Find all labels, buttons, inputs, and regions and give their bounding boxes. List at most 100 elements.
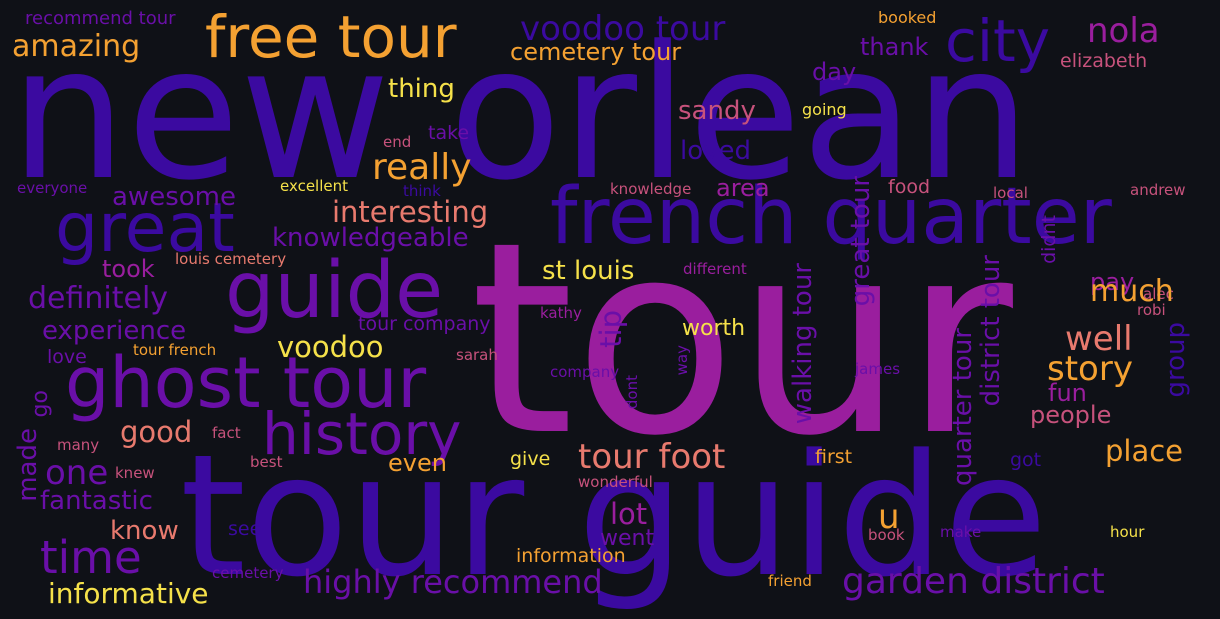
word-sarah: sarah (456, 346, 498, 364)
word-great-tour: great tour (846, 176, 876, 307)
word-fantastic: fantastic (40, 486, 153, 516)
word-voodoo-tour: voodoo tour (520, 9, 726, 49)
word-guide: guide (225, 246, 444, 336)
word-people: people (1030, 401, 1112, 429)
word-nola: nola (1087, 11, 1160, 51)
word-think: think (403, 182, 441, 200)
word-highly-recommend: highly recommend (303, 563, 603, 601)
word-interesting: interesting (332, 195, 489, 229)
word-first: first (815, 446, 853, 468)
word-history: history (262, 400, 462, 468)
word-cemetery: cemetery (212, 564, 284, 582)
word-recommend-tour: recommend tour (25, 8, 176, 29)
word-knowledgeable: knowledgeable (272, 223, 469, 253)
word-time: time (40, 531, 142, 584)
word-worth: worth (682, 316, 746, 341)
word-kathy: kathy (540, 304, 582, 322)
word-pay: pay (1090, 268, 1135, 296)
word-made: made (13, 428, 43, 502)
word-walking-tour: walking tour (788, 263, 818, 425)
word-didnt: didnt (1038, 215, 1060, 264)
word-good: good (120, 415, 193, 449)
word-thing: thing (388, 74, 455, 104)
word-tour-french: tour french (133, 341, 217, 359)
word-local: local (993, 184, 1028, 202)
word-elizabeth: elizabeth (1060, 50, 1148, 72)
word-everyone: everyone (17, 179, 88, 197)
word-knew: knew (115, 464, 155, 482)
word-u: u (878, 497, 900, 537)
word-really: really (372, 147, 472, 188)
word-tip: tip (594, 310, 628, 348)
word-free-tour: free tour (205, 3, 457, 71)
word-informative: informative (48, 577, 209, 610)
word-company: company (550, 363, 620, 381)
word-went: went (600, 526, 655, 551)
word-lot: lot (610, 497, 648, 531)
word-st-louis: st louis (542, 256, 635, 286)
word-garden-district: garden district (842, 561, 1105, 602)
word-see: see (228, 518, 262, 540)
word-sandy: sandy (678, 96, 756, 126)
word-awesome: awesome (112, 182, 236, 212)
word-tour-company: tour company (358, 313, 491, 335)
word-story: story (1047, 349, 1133, 389)
word-go: go (28, 390, 53, 418)
word-got: got (1010, 449, 1042, 471)
word-cemetery-tour: cemetery tour (510, 38, 682, 66)
word-excellent: excellent (280, 177, 349, 195)
word-food: food (888, 176, 930, 198)
word-end: end (383, 133, 412, 151)
word-city: city (945, 7, 1051, 75)
word-robi: robi (1137, 301, 1166, 319)
word-love: love (47, 346, 87, 368)
word-area: area (716, 174, 770, 202)
word-definitely: definitely (28, 281, 169, 316)
word-loved: loved (680, 136, 752, 166)
word-many: many (57, 436, 100, 454)
word-thank: thank (860, 33, 929, 61)
word-great: great (55, 189, 235, 268)
word-dont: dont (623, 375, 641, 410)
word-ghost-tour: ghost tour (65, 342, 427, 424)
word-french-quarter: french quarter (550, 172, 1112, 262)
word-tour-large: tour (470, 186, 1013, 494)
word-took: took (102, 255, 155, 283)
word-friend: friend (768, 572, 812, 590)
word-book: book (868, 526, 905, 544)
word-day: day (812, 58, 857, 86)
word-well: well (1065, 319, 1133, 359)
word-one: one (45, 453, 109, 493)
word-james: james (855, 360, 901, 378)
word-place: place (1105, 434, 1184, 468)
word-tour-foot: tour foot (578, 437, 726, 477)
word-fun: fun (1048, 379, 1087, 407)
word-way: way (673, 345, 691, 376)
word-district-tour: district tour (976, 255, 1006, 407)
word-quarter-tour: quarter tour (948, 328, 978, 487)
word-voodoo: voodoo (277, 330, 384, 364)
word-going: going (802, 100, 847, 119)
word-tour-guide: tour guide (180, 418, 1048, 614)
word-new-orlean: new orlean (10, 7, 1031, 221)
word-best: best (250, 453, 283, 471)
word-booked: booked (878, 8, 937, 27)
word-wonderful: wonderful (578, 473, 653, 491)
word-make: make (940, 523, 982, 541)
word-alec: alec (1143, 285, 1174, 303)
word-hour: hour (1110, 523, 1145, 541)
word-know: know (110, 516, 179, 546)
word-andrew: andrew (1130, 181, 1186, 199)
word-give: give (510, 448, 551, 470)
word-even: even (388, 449, 447, 477)
word-different: different (683, 260, 747, 278)
word-group: group (1161, 322, 1191, 398)
word-amazing: amazing (12, 29, 141, 64)
word-experience: experience (42, 316, 187, 346)
word-louis-cemetery: louis cemetery (175, 250, 287, 268)
word-fact: fact (212, 424, 241, 442)
word-information: information (516, 545, 626, 567)
word-much: much (1090, 274, 1174, 309)
word-knowledge: knowledge (610, 180, 692, 198)
